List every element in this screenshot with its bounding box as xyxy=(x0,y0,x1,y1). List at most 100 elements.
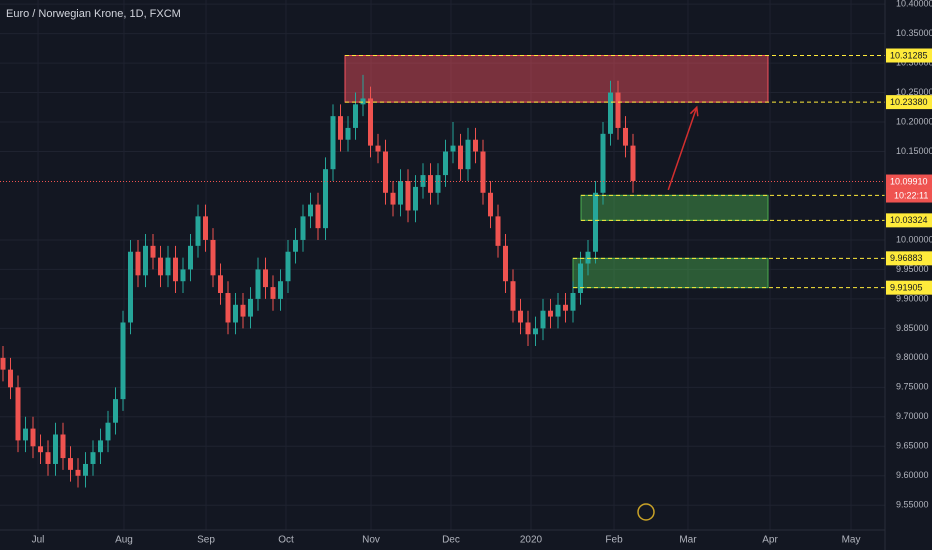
candle-body xyxy=(570,293,576,311)
y-tick-label: 9.60000 xyxy=(896,470,929,480)
level-label-bg xyxy=(886,213,932,228)
candle-body xyxy=(330,116,336,170)
level-label-bg xyxy=(886,251,932,266)
y-tick-label: 9.85000 xyxy=(896,323,929,333)
last-price-label: 10.09910 xyxy=(890,176,928,186)
candle-body xyxy=(158,257,163,276)
y-tick-label: 10.25000 xyxy=(896,87,932,97)
candle-body xyxy=(128,251,133,323)
level-label: 10.23380 xyxy=(890,97,928,107)
candle-body xyxy=(195,216,201,246)
x-tick-label: Sep xyxy=(197,535,215,546)
candle-body xyxy=(563,304,568,311)
candle-body xyxy=(413,186,418,211)
candle-body xyxy=(98,440,103,453)
candle-body xyxy=(518,310,523,323)
candle-body xyxy=(165,257,171,276)
x-tick-label: Oct xyxy=(278,535,294,546)
candle-body xyxy=(503,245,508,282)
candle-body xyxy=(435,175,441,193)
candle-body xyxy=(90,452,96,464)
candle-body xyxy=(23,428,28,441)
level-label: 10.31285 xyxy=(890,50,928,60)
candle-body xyxy=(525,322,531,335)
candle-body xyxy=(38,446,43,453)
y-tick-label: 9.80000 xyxy=(896,352,929,362)
candle-body xyxy=(630,145,636,181)
candle-body xyxy=(83,463,88,476)
level-label-bg xyxy=(886,48,932,63)
last-price-label-bg xyxy=(886,174,932,189)
candle-body xyxy=(600,133,606,193)
y-tick-label: 9.90000 xyxy=(896,293,929,303)
candle-body xyxy=(225,293,231,323)
candle-body xyxy=(458,145,463,170)
candle-body xyxy=(143,245,148,276)
candle-body xyxy=(0,357,6,370)
candle-body xyxy=(135,251,141,276)
candle-body xyxy=(345,127,351,140)
x-tick-label: 2020 xyxy=(520,535,543,546)
candle-body xyxy=(30,428,36,447)
candle-body xyxy=(180,269,186,282)
arrow-head xyxy=(689,105,699,117)
candle-body xyxy=(353,104,358,128)
candle-body xyxy=(45,452,51,464)
event-icon[interactable] xyxy=(637,503,655,521)
candle-body xyxy=(105,422,111,441)
y-tick-label: 9.75000 xyxy=(896,382,929,392)
candle-body xyxy=(173,257,178,282)
candle-body xyxy=(218,275,223,294)
candle-body xyxy=(203,216,208,240)
y-tick-label: 10.00000 xyxy=(896,234,932,244)
candle-body xyxy=(188,245,193,270)
level-label-bg xyxy=(886,280,932,295)
candle-body xyxy=(578,263,583,294)
candles xyxy=(0,74,636,488)
candle-body xyxy=(60,434,66,459)
zones xyxy=(344,55,769,289)
candle-body xyxy=(210,239,216,276)
candle-body xyxy=(323,169,328,229)
candle-body xyxy=(555,304,561,317)
candle-body xyxy=(473,139,478,152)
candle-body xyxy=(420,175,426,187)
candle-body xyxy=(113,399,118,423)
x-tick-label: Aug xyxy=(115,535,133,546)
candle-body xyxy=(615,92,621,128)
candle-body xyxy=(315,204,321,229)
candle-body xyxy=(488,192,493,217)
y-tick-label: 10.40000 xyxy=(896,0,932,9)
y-tick-label: 9.70000 xyxy=(896,411,929,421)
candle-body xyxy=(540,310,546,329)
candle-body xyxy=(263,269,268,288)
candle-body xyxy=(360,98,366,105)
candle-body xyxy=(270,287,276,299)
candle-body xyxy=(338,116,343,140)
candle-body xyxy=(593,192,598,252)
candle-body xyxy=(285,251,291,282)
y-tick-label: 9.95000 xyxy=(896,264,929,274)
candle-body xyxy=(608,92,613,134)
candle-body xyxy=(293,239,298,252)
chart-title: Euro / Norwegian Krone, 1D, FXCM xyxy=(6,8,181,20)
candle-body xyxy=(383,151,388,193)
candle-body xyxy=(300,216,306,240)
x-tick-label: Jul xyxy=(32,535,45,546)
candle-body xyxy=(308,204,313,217)
candle-body xyxy=(53,434,58,464)
candle-body xyxy=(233,304,238,323)
y-tick-label: 9.55000 xyxy=(896,500,929,510)
y-tick-label: 10.15000 xyxy=(896,146,932,156)
zone xyxy=(580,194,769,221)
candle-body xyxy=(150,245,156,258)
candle-body xyxy=(368,98,373,146)
candle-body xyxy=(248,298,253,317)
candle-body xyxy=(75,469,81,476)
candle-body xyxy=(278,281,283,299)
candle-body xyxy=(533,328,538,335)
candle-body xyxy=(465,139,471,170)
candle-body xyxy=(623,127,628,146)
candle-body xyxy=(428,175,433,193)
